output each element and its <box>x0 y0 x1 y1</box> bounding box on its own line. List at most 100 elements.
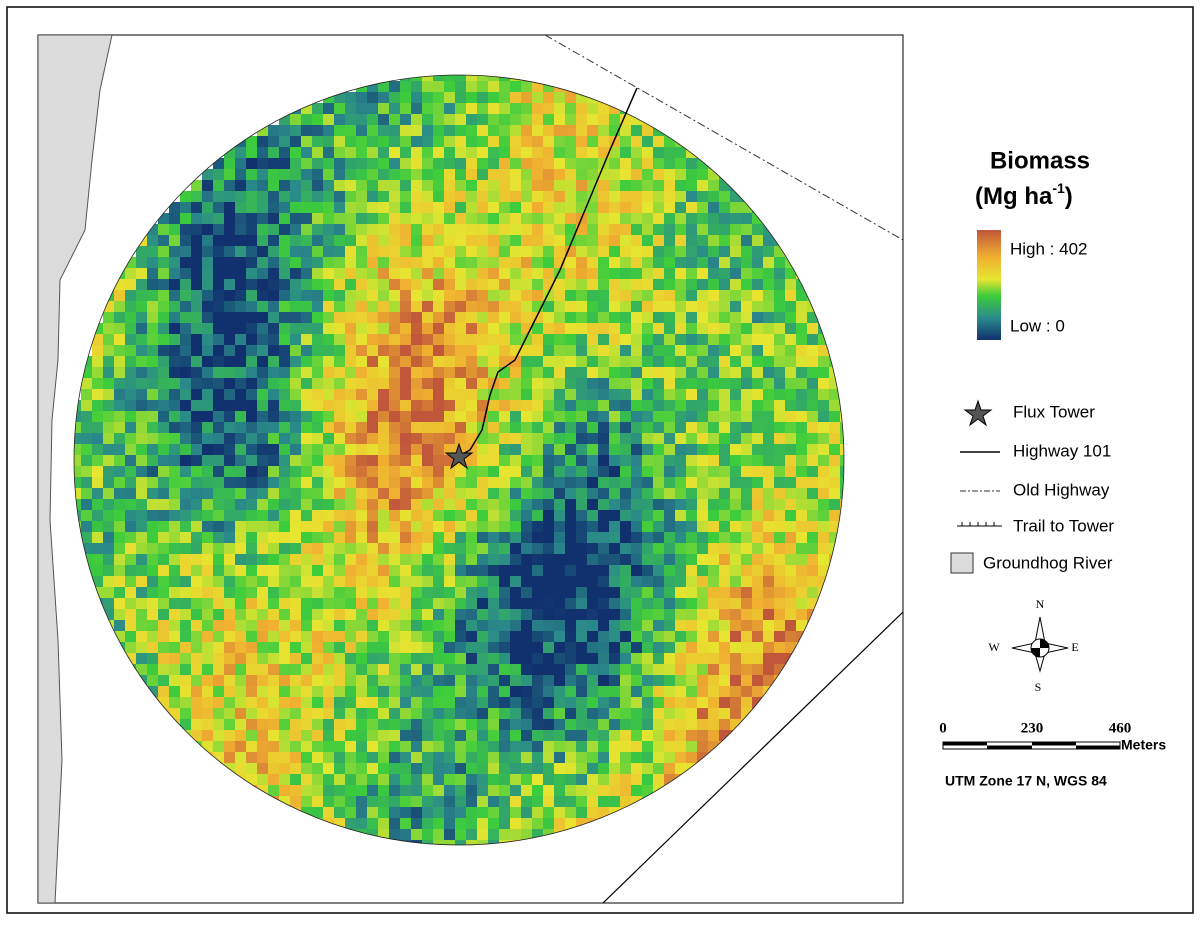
raster-cell <box>818 521 830 533</box>
raster-cell <box>653 235 665 247</box>
raster-cell <box>466 180 478 192</box>
raster-cell <box>422 521 434 533</box>
raster-cell <box>191 466 203 478</box>
raster-cell <box>543 92 555 104</box>
raster-cell <box>378 730 390 742</box>
raster-cell <box>730 477 742 489</box>
raster-cell <box>433 312 445 324</box>
raster-cell <box>235 235 247 247</box>
raster-cell <box>499 774 511 786</box>
raster-cell <box>378 587 390 599</box>
raster-cell <box>169 521 181 533</box>
raster-cell <box>103 499 115 511</box>
raster-cell <box>411 477 423 489</box>
raster-cell <box>411 444 423 456</box>
raster-cell <box>301 708 313 720</box>
raster-cell <box>499 455 511 467</box>
raster-cell <box>455 422 467 434</box>
raster-cell <box>730 268 742 280</box>
raster-cell <box>796 543 808 555</box>
raster-cell <box>697 213 709 225</box>
raster-cell <box>378 532 390 544</box>
raster-cell <box>444 202 456 214</box>
raster-cell <box>257 411 269 423</box>
raster-cell <box>444 774 456 786</box>
raster-cell <box>565 774 577 786</box>
raster-cell <box>246 752 258 764</box>
raster-cell <box>730 367 742 379</box>
raster-cell <box>125 466 137 478</box>
raster-cell <box>510 268 522 280</box>
raster-cell <box>774 653 786 665</box>
raster-cell <box>224 664 236 676</box>
raster-cell <box>675 565 687 577</box>
raster-cell <box>422 620 434 632</box>
raster-cell <box>609 378 621 390</box>
raster-cell <box>235 510 247 522</box>
raster-cell <box>422 180 434 192</box>
raster-cell <box>576 257 588 269</box>
raster-cell <box>741 521 753 533</box>
raster-cell <box>411 158 423 170</box>
raster-cell <box>587 411 599 423</box>
raster-cell <box>521 543 533 555</box>
raster-cell <box>169 642 181 654</box>
raster-cell <box>598 488 610 500</box>
raster-cell <box>708 224 720 236</box>
raster-cell <box>818 466 830 478</box>
raster-cell <box>301 763 313 775</box>
raster-cell <box>631 257 643 269</box>
raster-cell <box>433 598 445 610</box>
raster-cell <box>664 697 676 709</box>
raster-cell <box>587 576 599 588</box>
raster-cell <box>224 312 236 324</box>
raster-cell <box>675 741 687 753</box>
raster-cell <box>202 290 214 302</box>
raster-cell <box>708 213 720 225</box>
raster-cell <box>257 510 269 522</box>
raster-cell <box>620 290 632 302</box>
raster-cell <box>741 609 753 621</box>
raster-cell <box>411 664 423 676</box>
raster-cell <box>653 345 665 357</box>
raster-cell <box>785 345 797 357</box>
raster-cell <box>620 389 632 401</box>
raster-cell <box>521 114 533 126</box>
raster-cell <box>378 598 390 610</box>
raster-cell <box>158 356 170 368</box>
raster-cell <box>631 180 643 192</box>
raster-cell <box>664 642 676 654</box>
raster-cell <box>741 565 753 577</box>
raster-cell <box>510 103 522 115</box>
raster-cell <box>796 532 808 544</box>
raster-cell <box>708 598 720 610</box>
raster-cell <box>697 697 709 709</box>
raster-cell <box>356 763 368 775</box>
raster-cell <box>510 818 522 830</box>
raster-cell <box>345 653 357 665</box>
raster-cell <box>510 675 522 687</box>
raster-cell <box>191 532 203 544</box>
raster-cell <box>279 730 291 742</box>
raster-cell <box>334 323 346 335</box>
raster-cell <box>708 367 720 379</box>
raster-cell <box>752 510 764 522</box>
raster-cell <box>180 697 192 709</box>
raster-cell <box>477 103 489 115</box>
raster-cell <box>312 466 324 478</box>
raster-cell <box>191 213 203 225</box>
raster-cell <box>642 675 654 687</box>
raster-cell <box>411 345 423 357</box>
raster-cell <box>356 356 368 368</box>
raster-cell <box>554 818 566 830</box>
raster-cell <box>477 774 489 786</box>
raster-cell <box>389 433 401 445</box>
raster-cell <box>620 719 632 731</box>
raster-cell <box>620 356 632 368</box>
raster-cell <box>367 510 379 522</box>
raster-cell <box>510 565 522 577</box>
raster-cell <box>180 598 192 610</box>
raster-cell <box>367 389 379 401</box>
raster-cell <box>400 367 412 379</box>
raster-cell <box>290 565 302 577</box>
